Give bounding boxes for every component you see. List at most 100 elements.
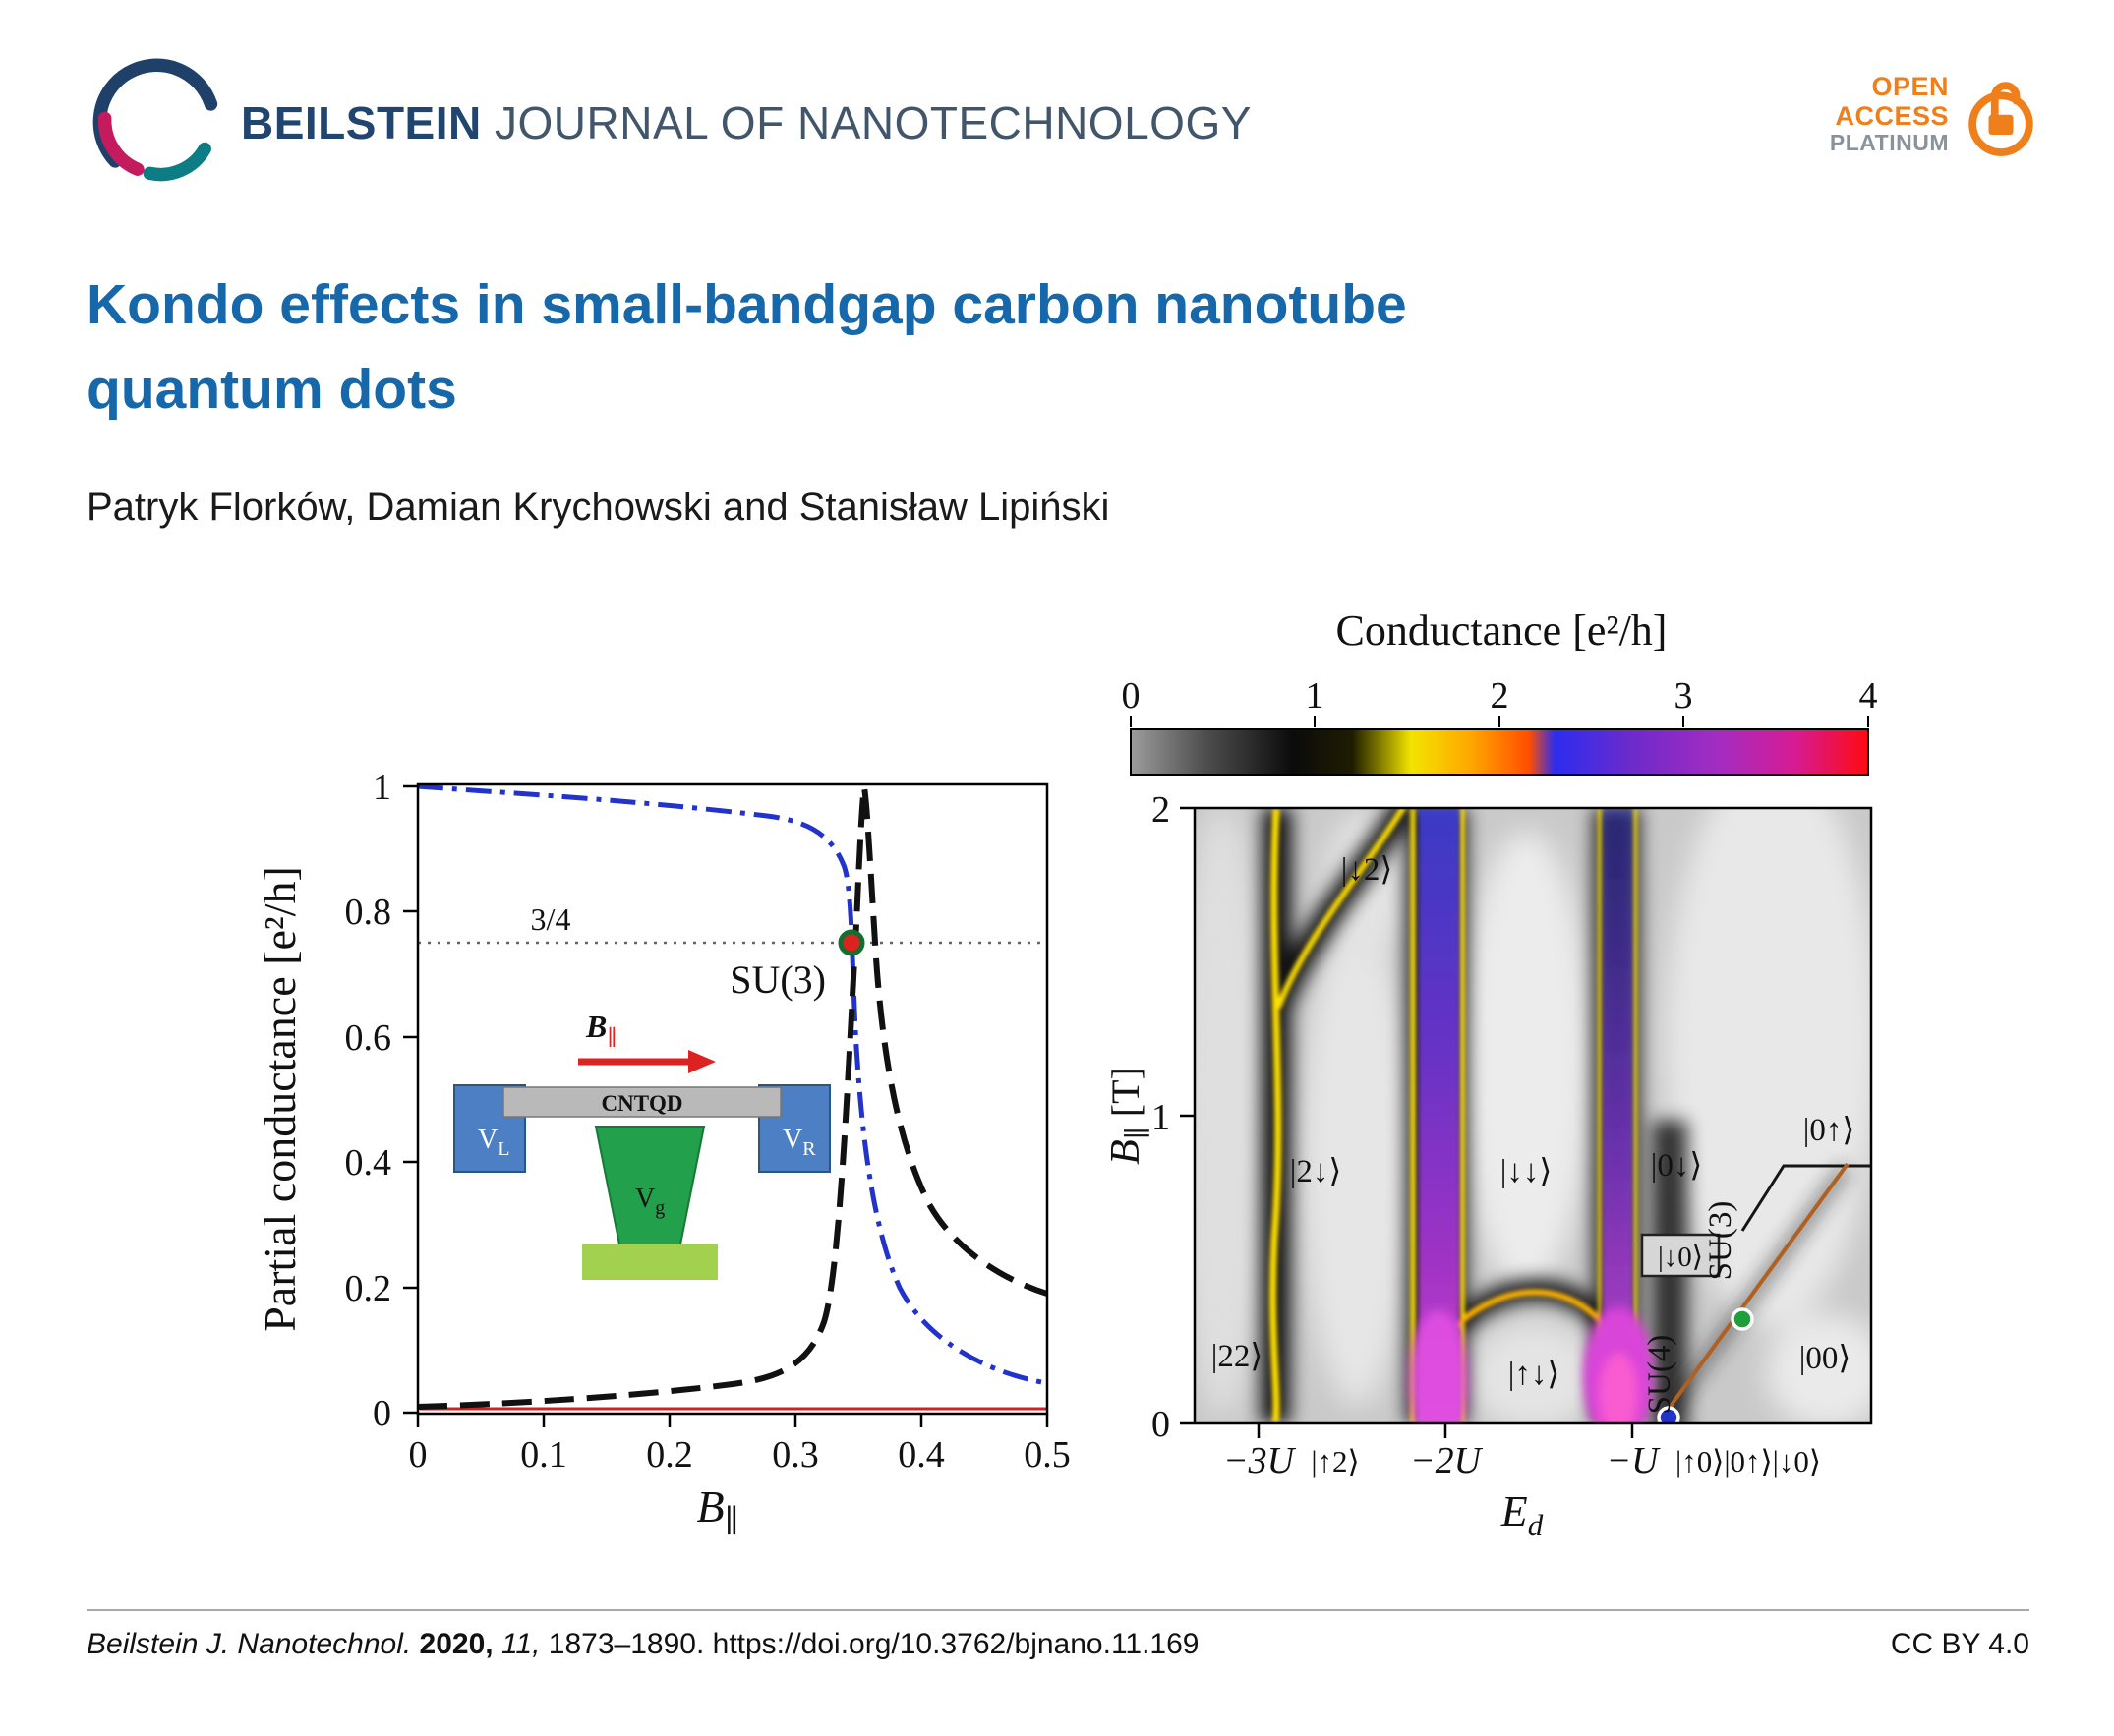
xtick-01: 0.1 <box>520 1434 567 1476</box>
open-access-line3: PLATINUM <box>1829 130 1949 156</box>
license-label: CC BY 4.0 <box>1890 1628 2029 1660</box>
cbtick-4: 4 <box>1859 675 1878 717</box>
ytick-04: 0.4 <box>345 1142 392 1184</box>
open-access-lock-icon <box>1968 82 2033 156</box>
hm-ytick-0: 0 <box>1151 1404 1170 1445</box>
device-schematic-inset: B∥ CNTQD VL VR Vg <box>453 1009 831 1280</box>
journal-name: BEILSTEIN JOURNAL OF NANOTECHNOLOGY <box>241 96 1252 149</box>
authors-line: Patryk Florków, Damian Krychowski and St… <box>87 486 1110 529</box>
colorbar <box>1130 728 1869 776</box>
region-label-two-two: |22⟩ <box>1211 1339 1263 1374</box>
journal-name-rest: JOURNAL OF NANOTECHNOLOGY <box>495 97 1252 148</box>
three-quarters-label: 3/4 <box>531 901 571 937</box>
title-line-1: Kondo effects in small-bandgap carbon na… <box>87 273 1407 336</box>
hm-xtick-U: −U <box>1606 1440 1661 1481</box>
left-plot-ylabel: Partial conductance [e²/h] <box>255 866 305 1332</box>
region-label-down-zero: |↓0⟩ <box>1658 1242 1703 1273</box>
citation-pages: 1873–1890. <box>548 1628 705 1660</box>
left-panel-line-plot: 3/4 SU(3) 1 <box>255 767 1071 1538</box>
left-plot-xlabel: B∥ <box>697 1481 739 1538</box>
su3-point <box>1731 1307 1754 1331</box>
ytick-0: 0 <box>373 1393 391 1434</box>
swirl-arc-crimson <box>97 111 145 176</box>
citation-doi-link[interactable]: https://doi.org/10.3762/bjnano.11.169 <box>712 1628 1200 1660</box>
xtick-05: 0.5 <box>1024 1434 1071 1476</box>
xtick-04: 0.4 <box>898 1434 945 1476</box>
ytick-06: 0.6 <box>345 1017 392 1059</box>
magenta-blob-2U <box>1409 1310 1468 1423</box>
footer-divider <box>87 1609 2029 1611</box>
cbtick-1: 1 <box>1306 675 1324 717</box>
heatmap-ylabel: B∥ [T] <box>1103 1067 1153 1165</box>
open-access-badge: OPEN ACCESS PLATINUM <box>1830 69 2039 159</box>
open-access-line2: ACCESS <box>1835 101 1949 132</box>
region-label-zero-up: |0↑⟩ <box>1803 1113 1854 1148</box>
nanotube-label: CNTQD <box>601 1091 682 1116</box>
cbtick-0: 0 <box>1122 675 1141 717</box>
title-line-2: quantum dots <box>87 357 457 421</box>
blue-dashdot-series <box>417 783 1048 1386</box>
swirl-arc-teal <box>143 142 211 182</box>
beilstein-logo <box>85 49 227 197</box>
beilstein-swirl-icon <box>92 58 218 182</box>
left-plot-ytick-labels: 1 0.8 0.6 0.4 0.2 0 <box>345 767 392 1434</box>
left-lead-label: VL <box>478 1125 509 1160</box>
citation-volume: 11, <box>500 1628 541 1660</box>
open-access-line1: OPEN <box>1871 71 1949 101</box>
heatmap-frame <box>1193 806 1873 1425</box>
region-label-down2: |↓2⟩ <box>1341 852 1392 888</box>
right-panel-heatmap: Conductance [e²/h] 0 1 2 3 4 <box>1103 607 1878 1542</box>
left-plot-ticks <box>403 784 1049 1427</box>
citation-year: 2020, <box>419 1628 494 1660</box>
nanotube-bar <box>502 1086 782 1118</box>
region-label-down-down: |↓↓⟩ <box>1500 1154 1552 1189</box>
left-plot-axes-box <box>416 782 1049 1416</box>
heatmap-xlabel: Ed <box>1500 1487 1544 1542</box>
ytick-02: 0.2 <box>345 1268 392 1309</box>
hm-ytick-2: 2 <box>1151 789 1170 831</box>
gate-base-bar <box>582 1244 718 1280</box>
inset-field-label: B∥ <box>585 1009 617 1050</box>
su4-label: SU(4) <box>1642 1335 1677 1415</box>
su3-marker-dot <box>838 929 865 956</box>
oa-shackle <box>1990 82 2021 121</box>
heatmap-title: Conductance [e²/h] <box>1336 607 1668 655</box>
colorbar-tick-labels: 0 1 2 3 4 <box>1122 675 1878 717</box>
cbtick-2: 2 <box>1491 675 1509 717</box>
footer: Beilstein J. Nanotechnol. 2020, 11, 1873… <box>87 1628 2029 1661</box>
zero-up-region-boundary <box>1740 1164 1871 1232</box>
field-arrow-head <box>688 1050 716 1073</box>
gate-label: Vg <box>635 1184 665 1219</box>
right-lead-label: VR <box>783 1125 816 1160</box>
journal-name-bold: BEILSTEIN <box>241 97 482 148</box>
su4-point <box>1657 1406 1680 1423</box>
left-plot-xtick-labels: 0 0.1 0.2 0.3 0.4 0.5 <box>409 1434 1071 1476</box>
region-label-up-down: |↑↓⟩ <box>1508 1357 1559 1392</box>
colorbar-ticks <box>1130 716 1869 727</box>
down-zero-box <box>1640 1233 1721 1278</box>
page-title: Kondo effects in small-bandgap carbon na… <box>87 263 1407 432</box>
oa-lock-body <box>1988 114 2014 136</box>
black-dashed-series <box>417 786 1048 1410</box>
su3-line <box>1656 1162 1850 1423</box>
su3-label: SU(3) <box>1703 1201 1738 1281</box>
citation: Beilstein J. Nanotechnol. 2020, 11, 1873… <box>87 1628 1199 1661</box>
heatmap-canvas <box>1195 808 1871 1423</box>
cbtick-3: 3 <box>1674 675 1693 717</box>
citation-journal: Beilstein J. Nanotechnol. <box>87 1628 412 1660</box>
xtick-0: 0 <box>409 1434 428 1476</box>
heatmap-ytick-labels: 2 1 0 <box>1151 789 1170 1445</box>
xtick-03: 0.3 <box>772 1434 819 1476</box>
axis-annotation-right-group: |↑0⟩|0↑⟩|↓0⟩ <box>1675 1444 1821 1478</box>
su3-marker-label: SU(3) <box>730 957 826 1002</box>
ytick-08: 0.8 <box>345 892 392 933</box>
region-label-zero-down: |0↓⟩ <box>1651 1148 1702 1184</box>
heatmap-axis-ticks <box>1180 806 1634 1438</box>
region-label-two-down: |2↓⟩ <box>1290 1154 1341 1189</box>
heatmap-xtick-labels: −3U −2U −U <box>1223 1440 1661 1481</box>
heatmap-light-regions <box>1195 808 1871 1423</box>
magenta-blob-core <box>1599 1353 1638 1423</box>
xtick-02: 0.2 <box>646 1434 693 1476</box>
